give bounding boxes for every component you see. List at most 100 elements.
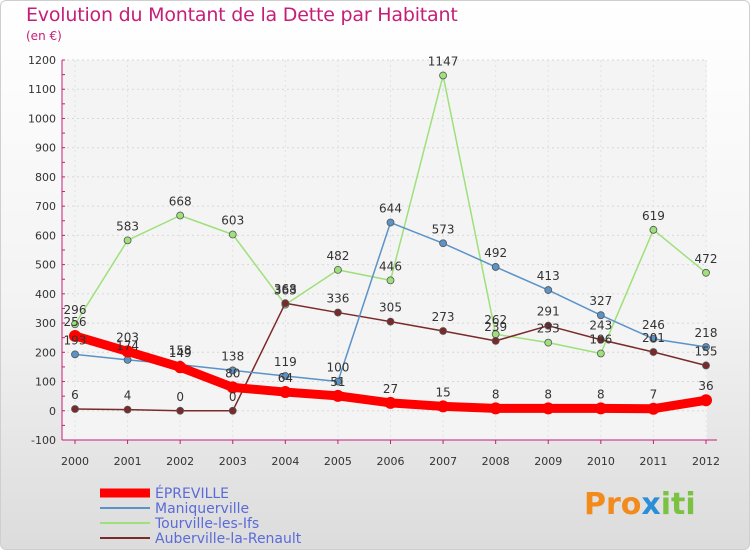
data-point — [386, 276, 395, 285]
data-label: 472 — [695, 252, 718, 266]
data-label: 80 — [225, 366, 240, 380]
y-tick-label: 400 — [35, 288, 56, 301]
chart-title: Evolution du Montant de la Dette par Hab… — [26, 4, 458, 26]
y-tick-label: 1100 — [28, 83, 56, 96]
data-label: 8 — [544, 387, 552, 401]
data-point — [334, 377, 342, 386]
data-label: 8 — [597, 387, 605, 401]
data-label: 0 — [229, 390, 237, 404]
data-label: 482 — [326, 249, 349, 263]
data-label: 239 — [484, 320, 507, 334]
data-label: 233 — [537, 322, 560, 336]
data-label: 155 — [695, 344, 718, 358]
data-label: 336 — [326, 292, 349, 306]
data-point — [702, 343, 710, 351]
data-label: 193 — [64, 333, 87, 347]
data-label: 0 — [176, 390, 184, 404]
unit-label: (en €) — [26, 29, 62, 43]
x-tick-label: 2002 — [166, 455, 194, 468]
data-point — [489, 402, 502, 415]
data-point — [174, 361, 187, 374]
data-label: 262 — [484, 313, 507, 327]
data-point — [123, 356, 132, 364]
data-label: 174 — [116, 339, 139, 353]
data-label: 6 — [71, 388, 79, 402]
data-point — [439, 239, 447, 248]
y-tick-label: 800 — [35, 171, 56, 184]
data-point — [542, 402, 555, 415]
data-label: 573 — [432, 222, 455, 236]
x-tick-label: 2007 — [429, 455, 457, 468]
data-point — [596, 335, 605, 344]
data-point — [702, 361, 710, 370]
data-label: 413 — [537, 269, 560, 283]
data-point — [176, 211, 185, 220]
data-label: 256 — [64, 315, 87, 329]
data-point — [596, 349, 605, 358]
data-point — [331, 389, 344, 402]
data-label: 583 — [116, 219, 139, 233]
data-label: 138 — [221, 349, 244, 363]
y-tick-label: 700 — [35, 200, 56, 213]
data-label: 291 — [537, 305, 560, 319]
data-point — [700, 394, 712, 407]
data-label: 243 — [589, 319, 612, 333]
y-tick-label: 100 — [35, 376, 56, 389]
x-tick-label: 2006 — [377, 455, 405, 468]
x-tick-label: 2000 — [61, 455, 89, 468]
data-label: 363 — [274, 284, 297, 298]
data-point — [544, 321, 553, 330]
data-label: 603 — [221, 214, 244, 228]
y-tick-label: 600 — [35, 229, 56, 242]
x-tick-label: 2010 — [587, 455, 615, 468]
plot-area — [62, 60, 707, 440]
data-label: 36 — [698, 379, 713, 393]
y-tick-label: 300 — [35, 317, 56, 330]
data-point — [544, 338, 553, 347]
data-label: 7 — [650, 388, 658, 402]
data-point — [437, 400, 450, 413]
data-point — [123, 236, 132, 245]
data-label: 327 — [589, 294, 612, 308]
data-point — [491, 337, 500, 345]
data-point — [123, 405, 132, 414]
data-label: 149 — [169, 346, 192, 360]
data-point — [279, 386, 292, 399]
proxiti-logo: Proxiti — [584, 487, 696, 522]
x-tick-label: 2001 — [114, 455, 142, 468]
legend-label: ÉPREVILLE — [155, 485, 229, 502]
data-label: 218 — [695, 326, 718, 340]
y-tick-label: 200 — [35, 346, 56, 359]
data-label: 203 — [116, 330, 139, 344]
y-tick-label: 0 — [49, 405, 56, 418]
data-point — [491, 263, 500, 271]
data-label: 246 — [642, 318, 665, 332]
data-point — [69, 329, 81, 342]
x-tick-label: 2009 — [534, 455, 562, 468]
data-point — [647, 402, 660, 415]
data-label: 619 — [642, 209, 665, 223]
data-point — [544, 286, 553, 294]
data-point — [702, 268, 710, 277]
legend-label: Auberville-la-Renault — [155, 531, 302, 547]
data-label: 51 — [330, 375, 345, 389]
data-label: 305 — [379, 301, 402, 315]
data-point — [649, 334, 658, 343]
data-point — [226, 381, 239, 394]
data-point — [228, 366, 237, 375]
data-point — [71, 350, 79, 359]
data-label: 8 — [492, 387, 500, 401]
legend-label: Maniquerville — [155, 501, 249, 517]
data-label: 273 — [432, 310, 455, 324]
data-point — [386, 218, 395, 227]
data-point — [649, 348, 658, 356]
data-point — [596, 311, 605, 320]
x-tick-label: 2011 — [639, 455, 667, 468]
data-point — [228, 230, 237, 239]
data-label: 201 — [642, 331, 665, 345]
data-label: 668 — [169, 195, 192, 209]
x-tick-label: 2005 — [324, 455, 352, 468]
data-label: 15 — [435, 385, 450, 399]
data-point — [228, 406, 237, 415]
data-label: 27 — [383, 382, 398, 396]
